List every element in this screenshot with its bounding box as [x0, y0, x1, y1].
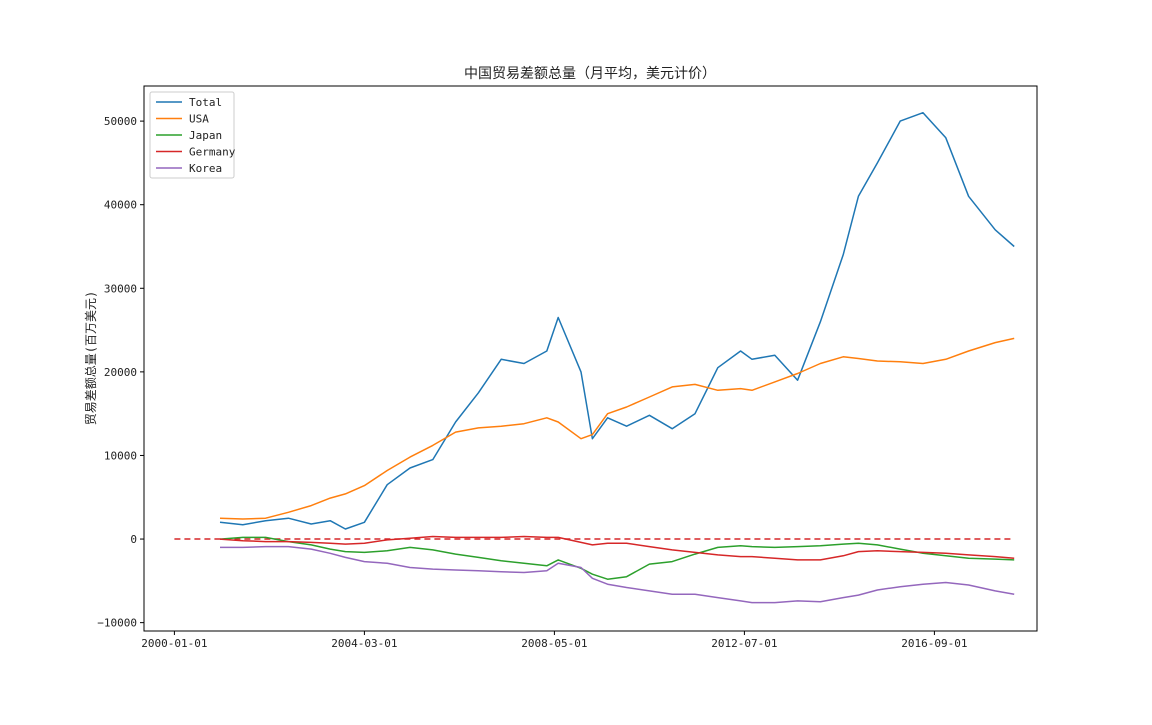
series-line-germany — [219, 535, 1015, 561]
y-tick-label-2: 10000 — [104, 449, 137, 462]
y-tick-label-6: 50000 — [104, 115, 137, 128]
y-axis-label: 贸易差额总量(百万美元) — [84, 291, 98, 425]
chart-title: 中国贸易差额总量（月平均，美元计价） — [464, 66, 716, 82]
y-tick-label-1: 0 — [130, 533, 137, 546]
plot-area — [143, 85, 1038, 632]
legend-label-japan: Japan — [189, 129, 222, 142]
legend-label-germany: Germany — [189, 146, 236, 159]
legend: Total USA Japan Germany Korea — [149, 91, 236, 179]
series-lines — [219, 111, 1015, 604]
x-tick-label-1: 2004-03-01 — [331, 637, 397, 650]
legend-box — [149, 91, 235, 179]
y-tick-label-3: 20000 — [104, 366, 137, 379]
x-tick-label-4: 2016-09-01 — [901, 637, 967, 650]
axes: 2000-01-01 2004-03-01 2008-05-01 2012-07-01… — [97, 115, 967, 650]
series-line-japan — [219, 536, 1015, 580]
legend-label-usa: USA — [189, 113, 209, 126]
y-tick-label-4: 30000 — [104, 282, 137, 295]
x-tick-label-2: 2008-05-01 — [521, 637, 587, 650]
legend-label-korea: Korea — [189, 162, 222, 175]
legend-label-total: Total — [189, 96, 222, 109]
series-line-korea — [220, 545, 1015, 604]
y-tick-label-0: −10000 — [97, 617, 137, 630]
series-line-usa — [219, 337, 1015, 520]
y-tick-label-5: 40000 — [104, 199, 137, 212]
x-tick-label-3: 2012-07-01 — [711, 637, 777, 650]
x-tick-label-0: 2000-01-01 — [141, 637, 207, 650]
series-line-total — [219, 111, 1015, 530]
